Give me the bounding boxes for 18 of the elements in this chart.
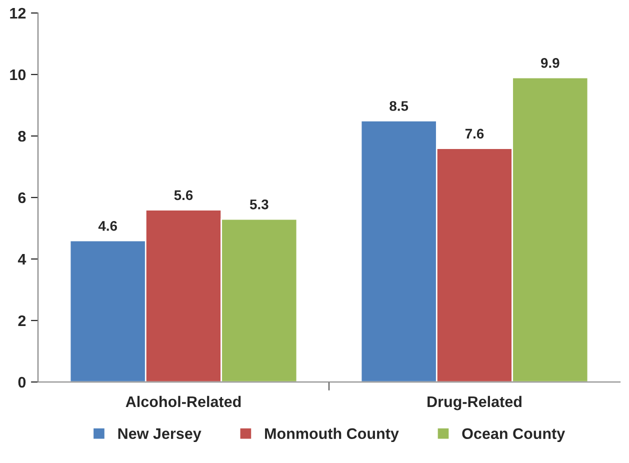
y-tick-label: 6 xyxy=(18,192,26,204)
y-tick-label: 2 xyxy=(18,315,26,326)
y-tick-label: 8 xyxy=(18,130,26,142)
legend-label: New Jersey xyxy=(118,428,202,442)
data-label: 8.5 xyxy=(390,101,408,111)
x-tick-label: Alcohol-Related xyxy=(126,396,241,408)
y-tick-label: 10 xyxy=(10,69,26,80)
data-label: 4.6 xyxy=(98,221,117,231)
y-tick-label: 4 xyxy=(18,254,26,265)
x-tick-label: Drug-Related xyxy=(428,396,522,410)
y-tick-label: 0 xyxy=(18,376,26,388)
legend-label: Ocean County xyxy=(462,428,566,442)
legend-label: Monmouth County xyxy=(265,428,399,442)
data-label: 5.6 xyxy=(174,190,193,200)
y-tick-label: 12 xyxy=(10,8,26,19)
data-label: 7.6 xyxy=(465,128,484,139)
data-label: 5.3 xyxy=(250,200,268,210)
data-label: 9.9 xyxy=(540,58,560,68)
